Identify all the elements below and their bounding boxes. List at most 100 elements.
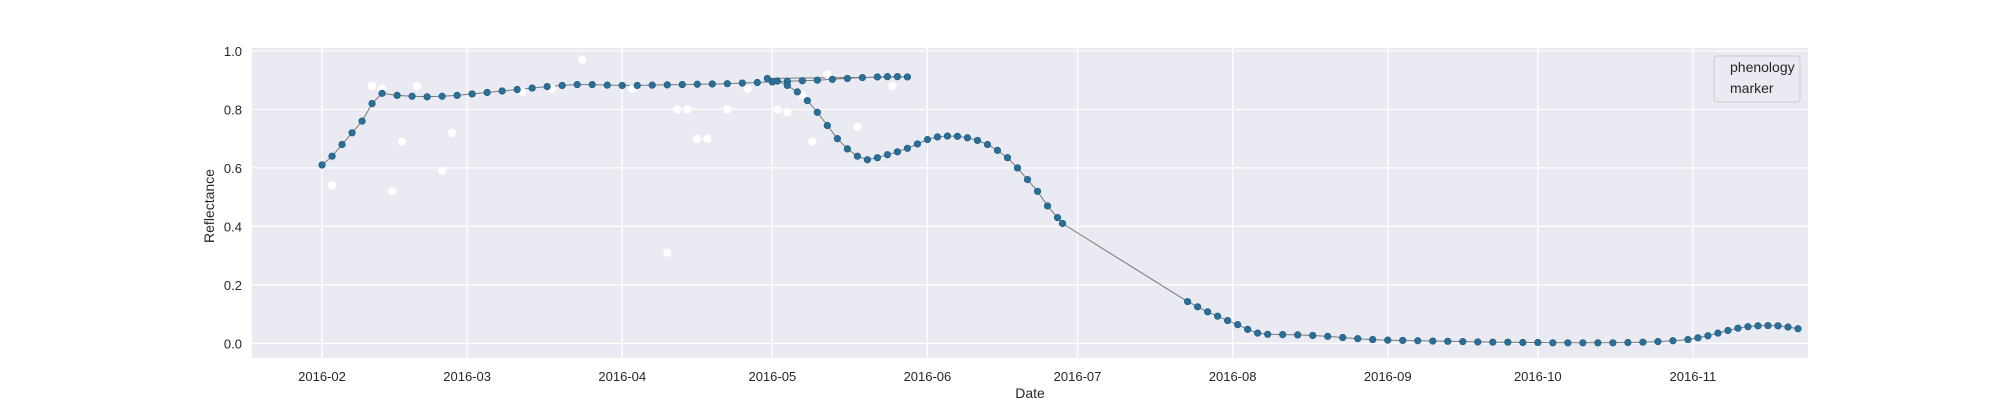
phenology-point: [1694, 334, 1702, 342]
phenology-point: [348, 129, 356, 137]
x-tick-label: 2016-03: [443, 369, 491, 384]
x-tick-label: 2016-10: [1514, 369, 1562, 384]
x-tick-label: 2016-08: [1209, 369, 1257, 384]
phenology-point: [1294, 331, 1302, 339]
phenology-point: [603, 81, 611, 89]
marker-point: [327, 181, 337, 190]
phenology-point: [1444, 337, 1452, 345]
phenology-point: [973, 136, 982, 145]
phenology-point: [1184, 297, 1192, 306]
phenology-point: [943, 132, 952, 140]
phenology-point: [358, 117, 366, 125]
y-tick-labels: 0.0 0.2 0.4 0.6 0.8 1.0: [224, 44, 242, 351]
x-tick-label: 2016-02: [298, 369, 346, 384]
marker-point: [743, 84, 752, 94]
phenology-point: [1369, 335, 1377, 344]
phenology-point: [1053, 214, 1062, 222]
phenology-point: [903, 144, 912, 152]
phenology-point: [573, 80, 581, 89]
phenology-point: [913, 140, 922, 148]
phenology-point: [1724, 326, 1732, 335]
grid: [252, 48, 1808, 358]
phenology-point: [1279, 331, 1287, 339]
phenology-point: [843, 145, 851, 153]
marker-point: [693, 134, 702, 143]
phenology-point: [723, 80, 731, 88]
phenology-point: [793, 88, 801, 96]
phenology-point: [858, 73, 866, 82]
x-tick-label: 2016-07: [1054, 369, 1102, 384]
phenology-point: [648, 81, 656, 89]
marker-point: [578, 55, 587, 64]
phenology-point: [1384, 336, 1392, 344]
y-tick-label: 0.6: [224, 161, 242, 176]
phenology-point: [1704, 332, 1712, 340]
x-tick-label: 2016-05: [748, 369, 796, 384]
phenology-point: [633, 81, 641, 90]
phenology-point: [963, 134, 972, 142]
phenology-point: [983, 140, 992, 149]
phenology-point: [1744, 323, 1752, 331]
phenology-point: [1058, 219, 1067, 228]
phenology-point: [1564, 339, 1572, 347]
phenology-point: [543, 83, 551, 91]
phenology-point: [903, 73, 912, 81]
phenology-point: [1639, 338, 1647, 346]
phenology-point: [1594, 339, 1602, 347]
phenology-point: [1754, 322, 1762, 330]
phenology-point: [1023, 176, 1032, 184]
marker-point: [437, 166, 447, 176]
marker-point: [773, 105, 782, 114]
phenology-point: [1204, 308, 1212, 316]
x-tick-labels: 2016-02 2016-03 2016-04 2016-05 2016-06 2016-…: [298, 369, 1716, 384]
phenology-point: [853, 152, 861, 160]
phenology-point: [813, 76, 821, 84]
phenology-point: [708, 80, 716, 88]
phenology-point: [1033, 187, 1042, 195]
phenology-point: [1519, 338, 1527, 347]
phenology-point: [558, 81, 566, 90]
legend-entry-marker: marker: [1730, 80, 1774, 96]
phenology-point: [1714, 329, 1722, 337]
phenology-point: [953, 132, 962, 140]
y-tick-label: 1.0: [224, 44, 242, 59]
phenology-point: [1654, 338, 1662, 346]
marker-point: [888, 81, 897, 91]
phenology-point: [1609, 339, 1617, 347]
phenology-point: [618, 81, 626, 90]
phenology-point: [813, 108, 821, 116]
legend-entry-phenology: phenology: [1730, 59, 1795, 75]
phenology-point: [393, 91, 401, 99]
phenology-point: [773, 77, 781, 85]
marker-point: [397, 137, 407, 146]
phenology-point: [1264, 330, 1272, 338]
phenology-point: [738, 79, 746, 87]
phenology-point: [1234, 321, 1242, 329]
phenology-point: [483, 88, 491, 97]
y-tick-label: 0.8: [224, 102, 242, 117]
y-tick-label: 0.0: [224, 336, 242, 351]
phenology-point: [833, 135, 841, 143]
phenology-point: [1324, 332, 1332, 340]
phenology-point: [408, 92, 416, 100]
x-tick-label: 2016-06: [904, 369, 952, 384]
phenology-point: [873, 73, 882, 81]
x-tick-label: 2016-11: [1670, 369, 1717, 384]
phenology-point: [893, 148, 902, 156]
marker-point: [823, 70, 832, 79]
phenology-point: [368, 99, 376, 108]
phenology-markers-group: [318, 73, 1802, 347]
y-axis-label: Reflectance: [201, 169, 217, 243]
phenology-point: [753, 78, 761, 87]
phenology-point: [993, 146, 1002, 154]
phenology-point: [1414, 337, 1422, 345]
phenology-point: [1534, 338, 1542, 347]
phenology-point: [588, 80, 596, 89]
phenology-point: [1254, 329, 1262, 337]
phenology-point: [798, 77, 806, 85]
phenology-point: [663, 81, 671, 89]
phenology-point: [1214, 312, 1222, 320]
marker-point: [703, 134, 712, 143]
phenology-point: [843, 74, 851, 83]
